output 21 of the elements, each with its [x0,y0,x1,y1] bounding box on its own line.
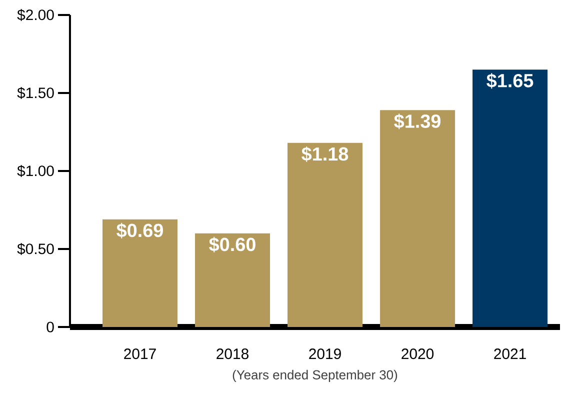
bar [102,219,178,327]
bar [380,110,456,327]
y-tick-label: $1.50 [17,86,54,100]
data-label: $1.18 [302,146,348,162]
data-label: $0.60 [209,236,256,252]
x-tick-label: 2018 [216,348,248,360]
x-axis-title: (Years ended September 30) [232,370,398,382]
bar [288,142,363,327]
y-tick-label: 0 [46,322,54,332]
data-label: $0.69 [116,222,163,238]
data-label: $1.65 [486,73,534,89]
x-tick-label: 2021 [494,348,526,360]
bar [195,233,270,327]
data-label: $1.39 [394,114,440,130]
x-tick-label: 2017 [124,348,156,360]
y-tick-label: $1.00 [17,164,54,178]
y-tick-label: $0.50 [17,242,54,256]
y-tick-label: $2.00 [17,8,54,22]
x-tick-label: 2020 [402,348,434,360]
x-tick-label: 2019 [309,348,341,360]
bar [472,70,548,327]
